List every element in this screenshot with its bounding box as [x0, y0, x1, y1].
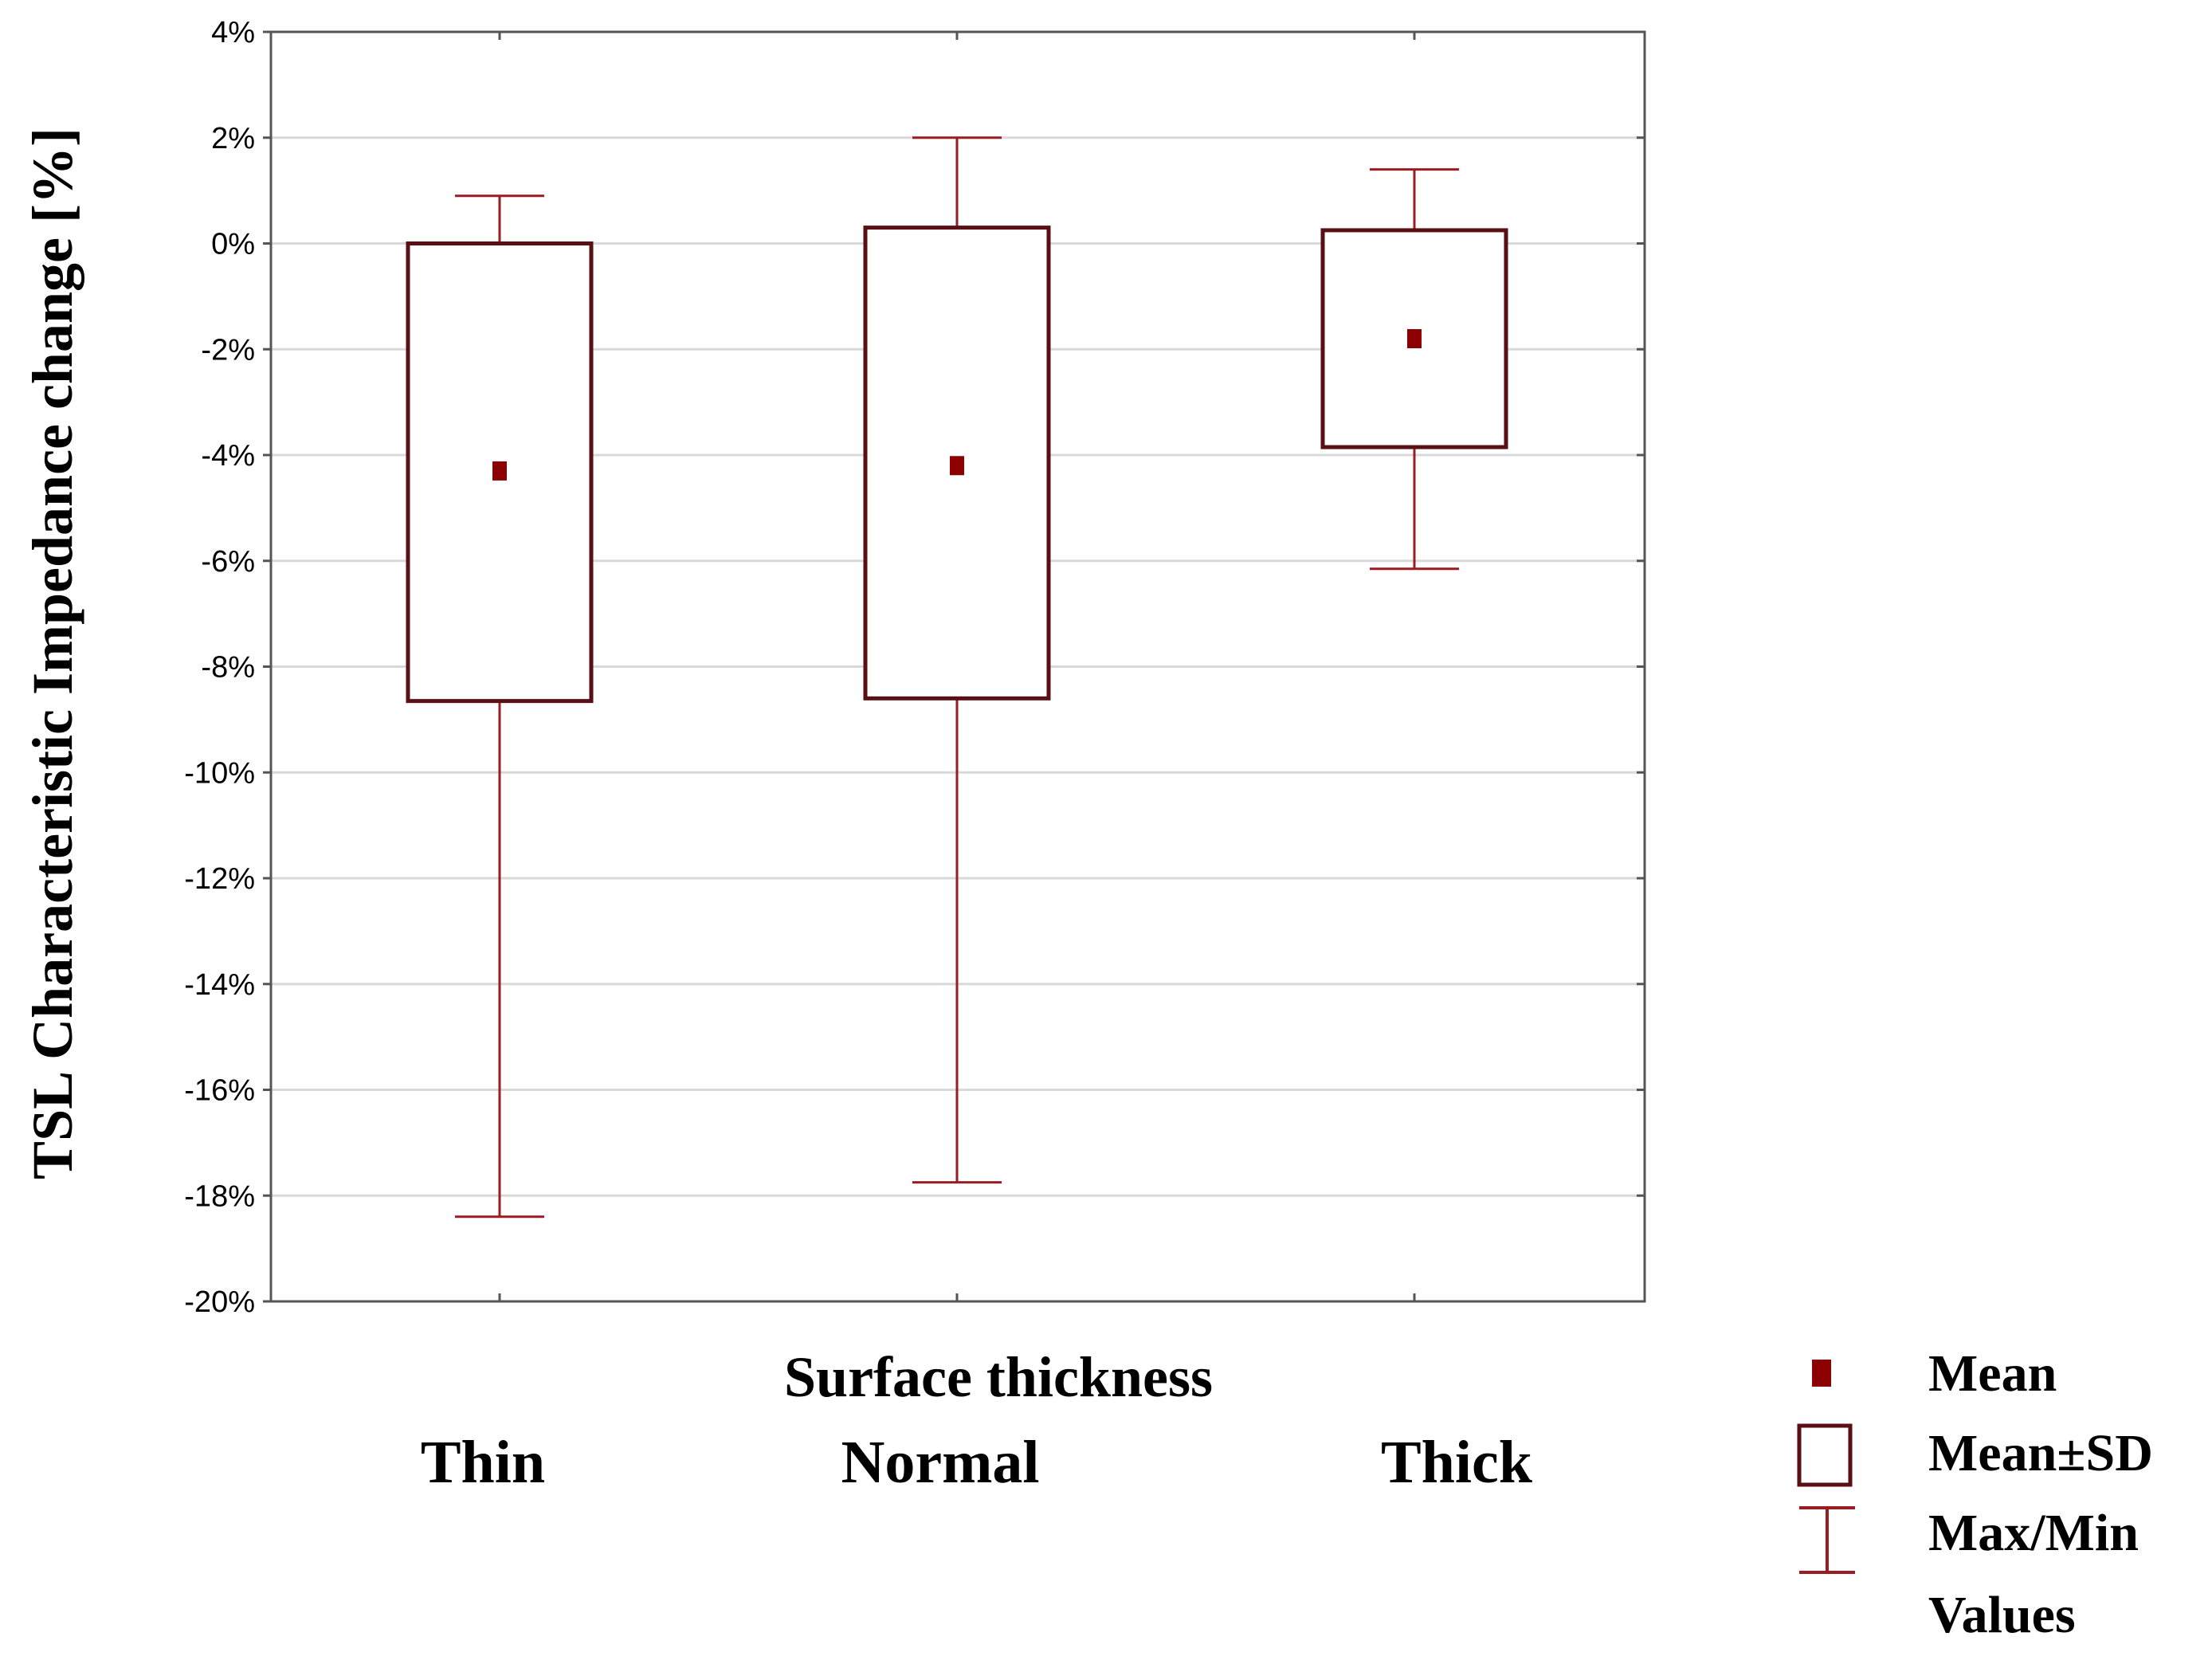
series-normal [863, 136, 1051, 1184]
y-tick-label: -14% [184, 968, 255, 1002]
y-tick-label: -8% [201, 651, 255, 685]
y-tick-label: -2% [201, 333, 255, 367]
y-tick-label: 4% [211, 16, 255, 49]
y-tick-label: -4% [201, 439, 255, 473]
y-tick-label: -6% [201, 545, 255, 579]
series-thin [406, 194, 594, 1219]
box-mean-sd [1320, 228, 1508, 449]
y-tick-label: 2% [211, 122, 255, 155]
category-label-thick: Thick [1381, 1429, 1533, 1496]
y-axis-ticks: 4% 2% 0% -2% -4% -6% -8% -10% -12% -14% -16% -18% -2… [184, 16, 1645, 1319]
category-label-thin: Thin [421, 1429, 545, 1496]
legend-whisker-symbol [1799, 1506, 1855, 1574]
mean-marker [1407, 328, 1422, 348]
y-tick-label: -18% [184, 1179, 255, 1213]
series-thick [1320, 168, 1508, 571]
mean-marker [950, 456, 964, 476]
legend: Mean Mean±SD Max/Min Values [1797, 1344, 2153, 1644]
y-tick-label: 0% [211, 228, 255, 261]
legend-whisker-label-line1: Max/Min [1928, 1504, 2139, 1562]
legend-box-symbol [1797, 1423, 1853, 1487]
y-tick-label: -16% [184, 1074, 255, 1108]
y-tick-label: -12% [184, 862, 255, 896]
category-label-normal: Normal [841, 1429, 1039, 1496]
box-series [406, 136, 1508, 1219]
mean-marker [492, 461, 507, 481]
y-tick-label: -10% [184, 756, 255, 790]
legend-whisker-label-line2: Values [1928, 1586, 2076, 1644]
x-axis-ticks [498, 32, 1416, 1301]
y-axis-label: TSL Characteristic Impedance change [%] [21, 128, 84, 1179]
legend-mean-label: Mean [1928, 1344, 2057, 1403]
legend-mean-marker [1812, 1360, 1831, 1387]
x-axis-label: Surface thickness [784, 1345, 1213, 1409]
y-tick-label: -20% [184, 1285, 255, 1319]
legend-box-label: Mean±SD [1928, 1424, 2153, 1482]
category-labels: Thin Normal Thick [421, 1429, 1533, 1496]
